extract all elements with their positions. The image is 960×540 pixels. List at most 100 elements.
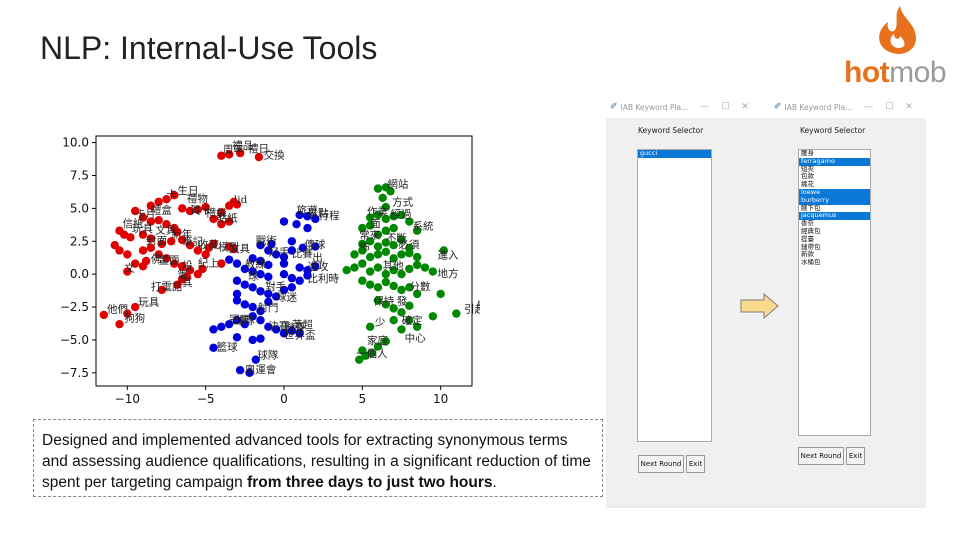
data-point xyxy=(256,334,265,343)
exit-button[interactable]: Exit xyxy=(686,455,705,473)
keyword-option[interactable]: 香奈 xyxy=(801,219,814,228)
y-tick-label: −5.0 xyxy=(60,333,89,347)
data-point xyxy=(138,213,148,222)
data-point xyxy=(245,368,254,378)
point-annotation: 必須 xyxy=(398,238,419,251)
window-titlebar: ✐ IAB Keyword Pla... — ☐ ✕ xyxy=(606,96,770,118)
point-annotation: 進入 xyxy=(438,249,459,261)
point-annotation: 少 xyxy=(375,316,386,328)
point-annotation: 保持 xyxy=(373,294,394,307)
keyword-option[interactable]: 經典包 xyxy=(801,226,821,235)
data-point xyxy=(303,212,312,221)
keyword-option[interactable]: 鏈帶包 xyxy=(801,242,821,251)
maximize-button[interactable]: ☐ xyxy=(721,102,730,112)
data-point xyxy=(365,322,375,331)
point-annotation: 常來 xyxy=(359,229,380,242)
keyword-option[interactable]: loewe xyxy=(799,188,870,197)
data-point xyxy=(389,254,398,263)
keyword-option[interactable]: 短夾 xyxy=(801,164,814,173)
data-point xyxy=(177,262,187,271)
data-point xyxy=(412,252,422,262)
feather-icon: ✐ xyxy=(774,102,782,112)
point-annotation: 其 xyxy=(182,277,193,289)
next-round-button[interactable]: Next Round xyxy=(638,455,684,473)
point-annotation: 分數 xyxy=(409,280,430,293)
data-point xyxy=(365,267,375,276)
point-annotation: 禮物 xyxy=(187,192,208,205)
point-annotation: 家庭 xyxy=(367,334,388,347)
data-point xyxy=(397,269,406,279)
data-point xyxy=(342,266,351,275)
exit-button[interactable]: Exit xyxy=(846,447,865,465)
point-annotation: 文具 xyxy=(229,242,250,255)
data-point xyxy=(248,254,257,263)
slide-title: NLP: Internal-Use Tools xyxy=(40,30,378,66)
keyword-option[interactable]: ferragamo xyxy=(799,157,870,166)
data-point xyxy=(185,206,195,216)
close-button[interactable]: ✕ xyxy=(905,102,913,112)
data-point xyxy=(311,242,320,251)
scatter-plot-svg: −10 −5 0 5 10 10.0 7.5 5.0 2.5 0.0 −2.5 −5.0 −7.5 周年禮… xyxy=(60,135,498,406)
keyword-option[interactable]: 水桶包 xyxy=(801,258,821,267)
point-annotation: 模型 xyxy=(218,240,239,253)
data-point xyxy=(224,319,234,329)
data-point xyxy=(232,296,242,305)
keyword-option[interactable]: 腋下包 xyxy=(801,203,821,212)
data-point xyxy=(420,263,430,272)
data-point xyxy=(115,319,124,329)
keyword-option[interactable]: gucci xyxy=(638,150,711,158)
keyword-option[interactable]: 提臺 xyxy=(801,234,814,243)
keyword-listbox[interactable]: 腰身 ferragamo 短夾 包款 織花 loewe burberry 腋下包 jacquem… xyxy=(798,149,871,436)
data-point xyxy=(373,242,383,251)
data-point xyxy=(201,202,210,212)
data-point xyxy=(217,151,226,160)
data-point xyxy=(365,213,375,222)
data-point xyxy=(295,329,304,338)
data-point xyxy=(267,239,276,249)
keyword-option[interactable]: 包款 xyxy=(801,172,814,181)
minimize-button[interactable]: — xyxy=(864,102,874,112)
data-point xyxy=(365,252,375,262)
point-annotation: 球 xyxy=(248,269,259,282)
point-annotation: 信紙 xyxy=(123,217,144,230)
keyword-option[interactable]: 織花 xyxy=(801,180,814,189)
point-annotation: 球隊 xyxy=(234,314,255,327)
point-annotation: 確定 xyxy=(402,314,423,327)
y-tick-label: 7.5 xyxy=(70,168,89,182)
point-annotation: 狗狗 xyxy=(124,312,145,325)
data-point xyxy=(378,193,387,203)
data-point xyxy=(373,283,383,292)
data-point xyxy=(209,325,218,334)
point-annotation: 紀上 xyxy=(198,256,219,269)
data-point xyxy=(373,184,383,193)
keyword-option[interactable]: 新款 xyxy=(801,250,814,259)
data-point xyxy=(381,300,391,309)
data-point xyxy=(436,289,445,299)
data-point xyxy=(287,237,297,246)
point-annotation: 文具 xyxy=(156,223,177,236)
data-point xyxy=(256,269,265,279)
point-annotation: 卡片 xyxy=(135,208,156,221)
point-annotation: 封面 xyxy=(146,234,167,247)
maximize-button[interactable]: ☐ xyxy=(885,102,894,112)
minimize-button[interactable]: — xyxy=(700,102,710,112)
keyword-option[interactable]: jacquemus xyxy=(799,212,870,221)
close-button[interactable]: ✕ xyxy=(741,102,749,112)
data-point xyxy=(130,259,140,268)
data-point xyxy=(303,271,312,280)
next-round-button[interactable]: Next Round xyxy=(798,447,844,465)
keyword-option[interactable]: 腰身 xyxy=(801,149,814,157)
point-annotation: 比賽 xyxy=(292,247,313,260)
data-point xyxy=(126,233,135,242)
data-point xyxy=(173,227,182,237)
data-point xyxy=(287,326,297,335)
data-point xyxy=(373,263,383,272)
keyword-option[interactable]: burberry xyxy=(799,196,870,205)
data-point xyxy=(240,319,250,329)
point-annotation: 賀卡 xyxy=(190,204,211,217)
y-tick-label: 5.0 xyxy=(70,201,89,215)
keyword-listbox[interactable]: gucci xyxy=(637,149,712,442)
data-point xyxy=(389,266,398,275)
data-point xyxy=(279,217,289,226)
point-annotation: 景點 xyxy=(308,206,329,219)
